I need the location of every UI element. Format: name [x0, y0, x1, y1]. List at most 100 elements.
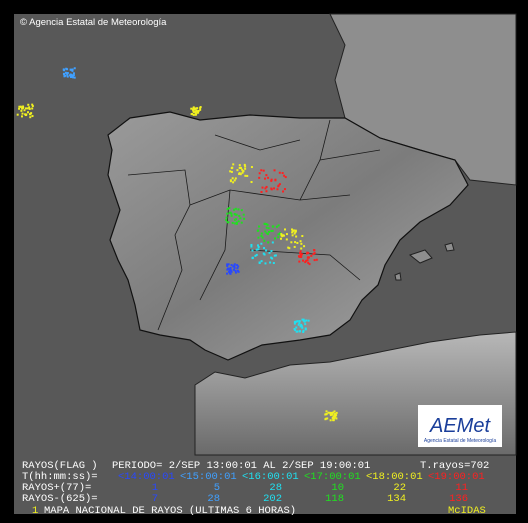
interval-label: <16:00:01: [242, 471, 299, 483]
strike: [329, 413, 332, 416]
strike: [229, 272, 232, 275]
balearic-islands: [394, 242, 455, 281]
strike: [273, 169, 276, 172]
strike: [234, 222, 237, 225]
strike: [243, 217, 246, 220]
summary-total: T.rayos=702: [420, 460, 489, 472]
strike: [335, 411, 338, 414]
strike: [263, 239, 266, 242]
strike: [231, 177, 234, 180]
strike: [239, 173, 242, 176]
strike: [238, 164, 241, 167]
strike: [313, 249, 316, 252]
strike: [21, 106, 24, 109]
strike: [262, 169, 265, 172]
strike: [237, 208, 240, 211]
strike: [228, 211, 231, 214]
strike: [262, 252, 265, 255]
strike: [255, 248, 258, 251]
strike: [27, 103, 30, 106]
strike: [250, 245, 253, 248]
strike: [300, 247, 303, 250]
strike: [243, 163, 246, 166]
strike: [225, 219, 228, 222]
strike: [66, 75, 69, 78]
strike: [294, 241, 297, 244]
strike: [275, 225, 278, 228]
strike: [229, 170, 232, 173]
strike: [260, 232, 263, 235]
strike: [293, 327, 296, 330]
negative-count: 28: [207, 493, 220, 505]
strike: [242, 213, 245, 216]
strike: [291, 231, 294, 234]
strike: [26, 107, 29, 110]
strike: [242, 170, 245, 173]
strike: [329, 414, 332, 417]
strike: [301, 318, 304, 321]
strike: [294, 231, 297, 234]
strike: [228, 270, 231, 273]
strike: [19, 105, 22, 108]
strike: [267, 241, 270, 244]
negative-count: 7: [152, 493, 158, 505]
strike: [280, 233, 283, 236]
strike: [313, 252, 316, 255]
strike: [20, 109, 23, 112]
strike: [263, 247, 266, 250]
strike: [281, 172, 284, 175]
strike: [267, 227, 270, 230]
strike: [265, 190, 268, 193]
strike: [274, 237, 277, 240]
strike: [226, 272, 229, 275]
strike: [31, 115, 34, 118]
strike: [233, 265, 236, 268]
strike: [232, 265, 235, 268]
strike: [264, 187, 267, 190]
strike: [274, 254, 277, 257]
positive-count: 11: [455, 482, 468, 494]
strike: [234, 269, 237, 272]
strike: [270, 256, 273, 259]
strike: [254, 254, 257, 257]
strike: [293, 232, 296, 235]
strike: [315, 258, 318, 261]
strike: [329, 419, 332, 422]
strike: [295, 326, 298, 329]
strike: [263, 222, 266, 225]
strike: [256, 244, 259, 247]
strike: [294, 329, 297, 332]
strike: [291, 228, 294, 231]
strike: [232, 268, 235, 271]
logo-box: [418, 405, 502, 447]
strike: [26, 111, 29, 114]
strike: [298, 260, 301, 263]
strike: [191, 112, 194, 115]
strike: [227, 263, 230, 266]
strike: [270, 229, 273, 232]
interval-label: <19:00:01: [428, 471, 485, 483]
strike: [226, 263, 229, 266]
strike: [329, 411, 332, 414]
strike: [29, 113, 32, 116]
strike: [271, 229, 274, 232]
strike: [71, 68, 74, 71]
strike: [284, 228, 287, 231]
strike: [232, 181, 235, 184]
strike: [271, 241, 274, 244]
strike: [331, 412, 334, 415]
strike: [303, 320, 306, 323]
strike: [308, 263, 311, 266]
strike: [66, 72, 69, 75]
strike: [194, 111, 197, 114]
strike: [307, 261, 310, 264]
strike: [230, 264, 233, 267]
strike: [22, 105, 25, 108]
strike: [332, 415, 335, 418]
strike: [244, 167, 247, 170]
strike: [258, 261, 261, 264]
strike: [240, 221, 243, 224]
strike: [265, 232, 268, 235]
strike: [238, 214, 241, 217]
strike: [190, 107, 193, 110]
